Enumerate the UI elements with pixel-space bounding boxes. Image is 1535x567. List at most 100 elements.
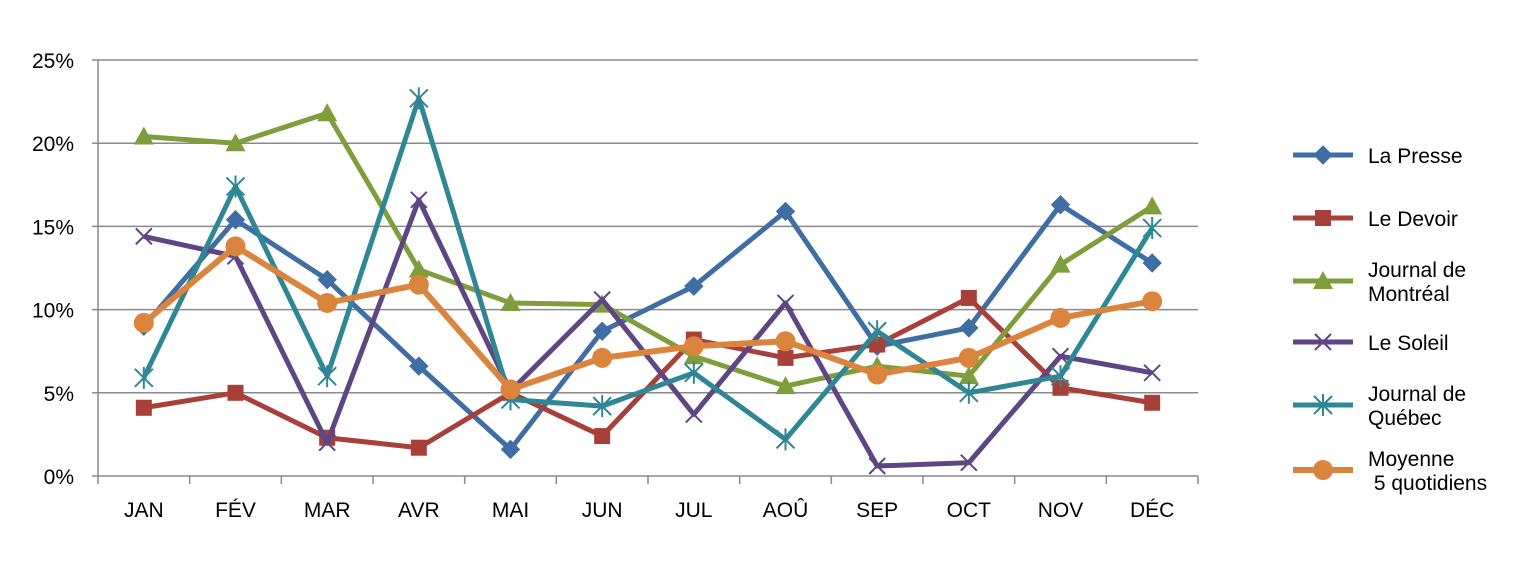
data-point <box>685 405 703 424</box>
series-2 <box>135 289 1161 456</box>
series-group <box>133 87 1163 475</box>
y-tick-label: 10% <box>32 300 74 323</box>
x-tick-label: FÉV <box>215 499 256 522</box>
data-point <box>959 381 979 404</box>
legend-label-line: Québec <box>1368 407 1442 430</box>
data-point <box>317 103 338 122</box>
x-tick-label: MAI <box>492 499 529 522</box>
data-point <box>227 384 244 401</box>
legend-label: Journal de Québec <box>1368 383 1466 430</box>
data-point <box>134 366 154 389</box>
legend-item-2: Le Devoir <box>1293 208 1458 231</box>
x-tick-label: SEP <box>856 499 898 522</box>
x-tick-label: AOÛ <box>763 499 809 522</box>
data-point <box>225 133 246 152</box>
data-point <box>225 175 246 198</box>
data-point <box>958 347 979 368</box>
marker-stroke <box>318 434 336 452</box>
marker-stroke <box>960 453 978 472</box>
marker-stroke <box>1314 333 1332 351</box>
data-point <box>592 321 612 341</box>
data-point <box>500 292 521 311</box>
legend-label-line: Journal de <box>1368 259 1466 282</box>
data-point <box>775 201 796 222</box>
marker-stroke <box>1051 347 1070 365</box>
x-tick-label: NOV <box>1038 499 1084 522</box>
marker-stroke <box>135 227 153 246</box>
marker-stroke <box>410 191 428 209</box>
axes <box>92 59 1199 484</box>
series-5 <box>134 87 1162 451</box>
data-point <box>960 289 977 306</box>
data-point <box>408 274 429 295</box>
data-point <box>135 399 152 416</box>
data-point <box>958 366 979 385</box>
series-1 <box>134 195 1162 460</box>
data-point <box>500 379 521 400</box>
data-point <box>410 439 427 456</box>
data-point <box>317 269 337 290</box>
marker-stroke <box>685 405 703 424</box>
x-tick-label: AVR <box>398 499 440 522</box>
data-point <box>869 336 886 353</box>
data-point <box>1142 217 1162 240</box>
data-point <box>317 365 337 388</box>
marker-stroke <box>776 294 795 312</box>
data-point <box>1050 365 1071 388</box>
legend-marker <box>1314 333 1332 351</box>
y-tick-label: 20% <box>32 133 74 156</box>
data-point <box>409 87 429 110</box>
data-point <box>225 210 246 230</box>
legend-label: Le Devoir <box>1368 208 1458 231</box>
data-point <box>775 428 796 451</box>
data-point <box>1142 253 1162 273</box>
x-tick-label: JUN <box>582 499 623 522</box>
x-tick-label: DÉC <box>1130 499 1174 522</box>
data-point <box>594 428 611 445</box>
data-point <box>133 312 154 333</box>
data-point <box>684 361 704 384</box>
x-tick-label: MAR <box>304 499 351 522</box>
data-point <box>593 290 611 309</box>
series-line <box>141 243 1153 393</box>
data-point <box>1050 254 1071 273</box>
data-point <box>1143 364 1161 382</box>
y-tick-label: 25% <box>32 50 74 73</box>
data-point <box>1050 195 1071 215</box>
data-point <box>1142 291 1163 312</box>
legend-marker <box>1313 145 1333 165</box>
y-tick-label: 0% <box>44 466 74 489</box>
data-point <box>592 347 613 368</box>
legend-label-line: Le Soleil <box>1368 332 1449 355</box>
legend-label-line: Journal de <box>1368 383 1466 406</box>
data-point <box>225 236 246 257</box>
data-point <box>317 292 338 313</box>
data-point <box>683 336 704 357</box>
data-point <box>408 259 429 278</box>
data-point <box>409 356 429 376</box>
series-line <box>141 95 1155 442</box>
legend-item-3: Journal de Montréal <box>1293 259 1466 306</box>
legend-item-1: La Presse <box>1293 145 1463 168</box>
x-tick-label: JUL <box>675 499 712 522</box>
data-point <box>318 434 336 452</box>
series-line <box>143 197 1153 469</box>
marker-stroke <box>1143 364 1161 382</box>
data-point <box>1142 196 1163 215</box>
legend-label: Le Soleil <box>1368 332 1449 355</box>
legend-item-5: Journal de Québec <box>1293 383 1466 430</box>
data-point <box>867 364 888 385</box>
series-6 <box>133 236 1163 400</box>
legend-label-line: La Presse <box>1368 145 1463 168</box>
data-point <box>775 376 796 395</box>
data-point <box>775 331 796 352</box>
data-point <box>1052 379 1069 396</box>
legend-marker <box>1313 460 1333 480</box>
data-point <box>776 294 795 312</box>
y-tick-label: 15% <box>32 216 74 239</box>
data-point <box>592 395 612 418</box>
data-point <box>500 439 521 460</box>
legend-marker <box>1313 271 1333 289</box>
y-tick-label: 5% <box>44 383 74 406</box>
legend: La Presse Le Devoir Journal de Montréal Le S… <box>1293 145 1487 495</box>
